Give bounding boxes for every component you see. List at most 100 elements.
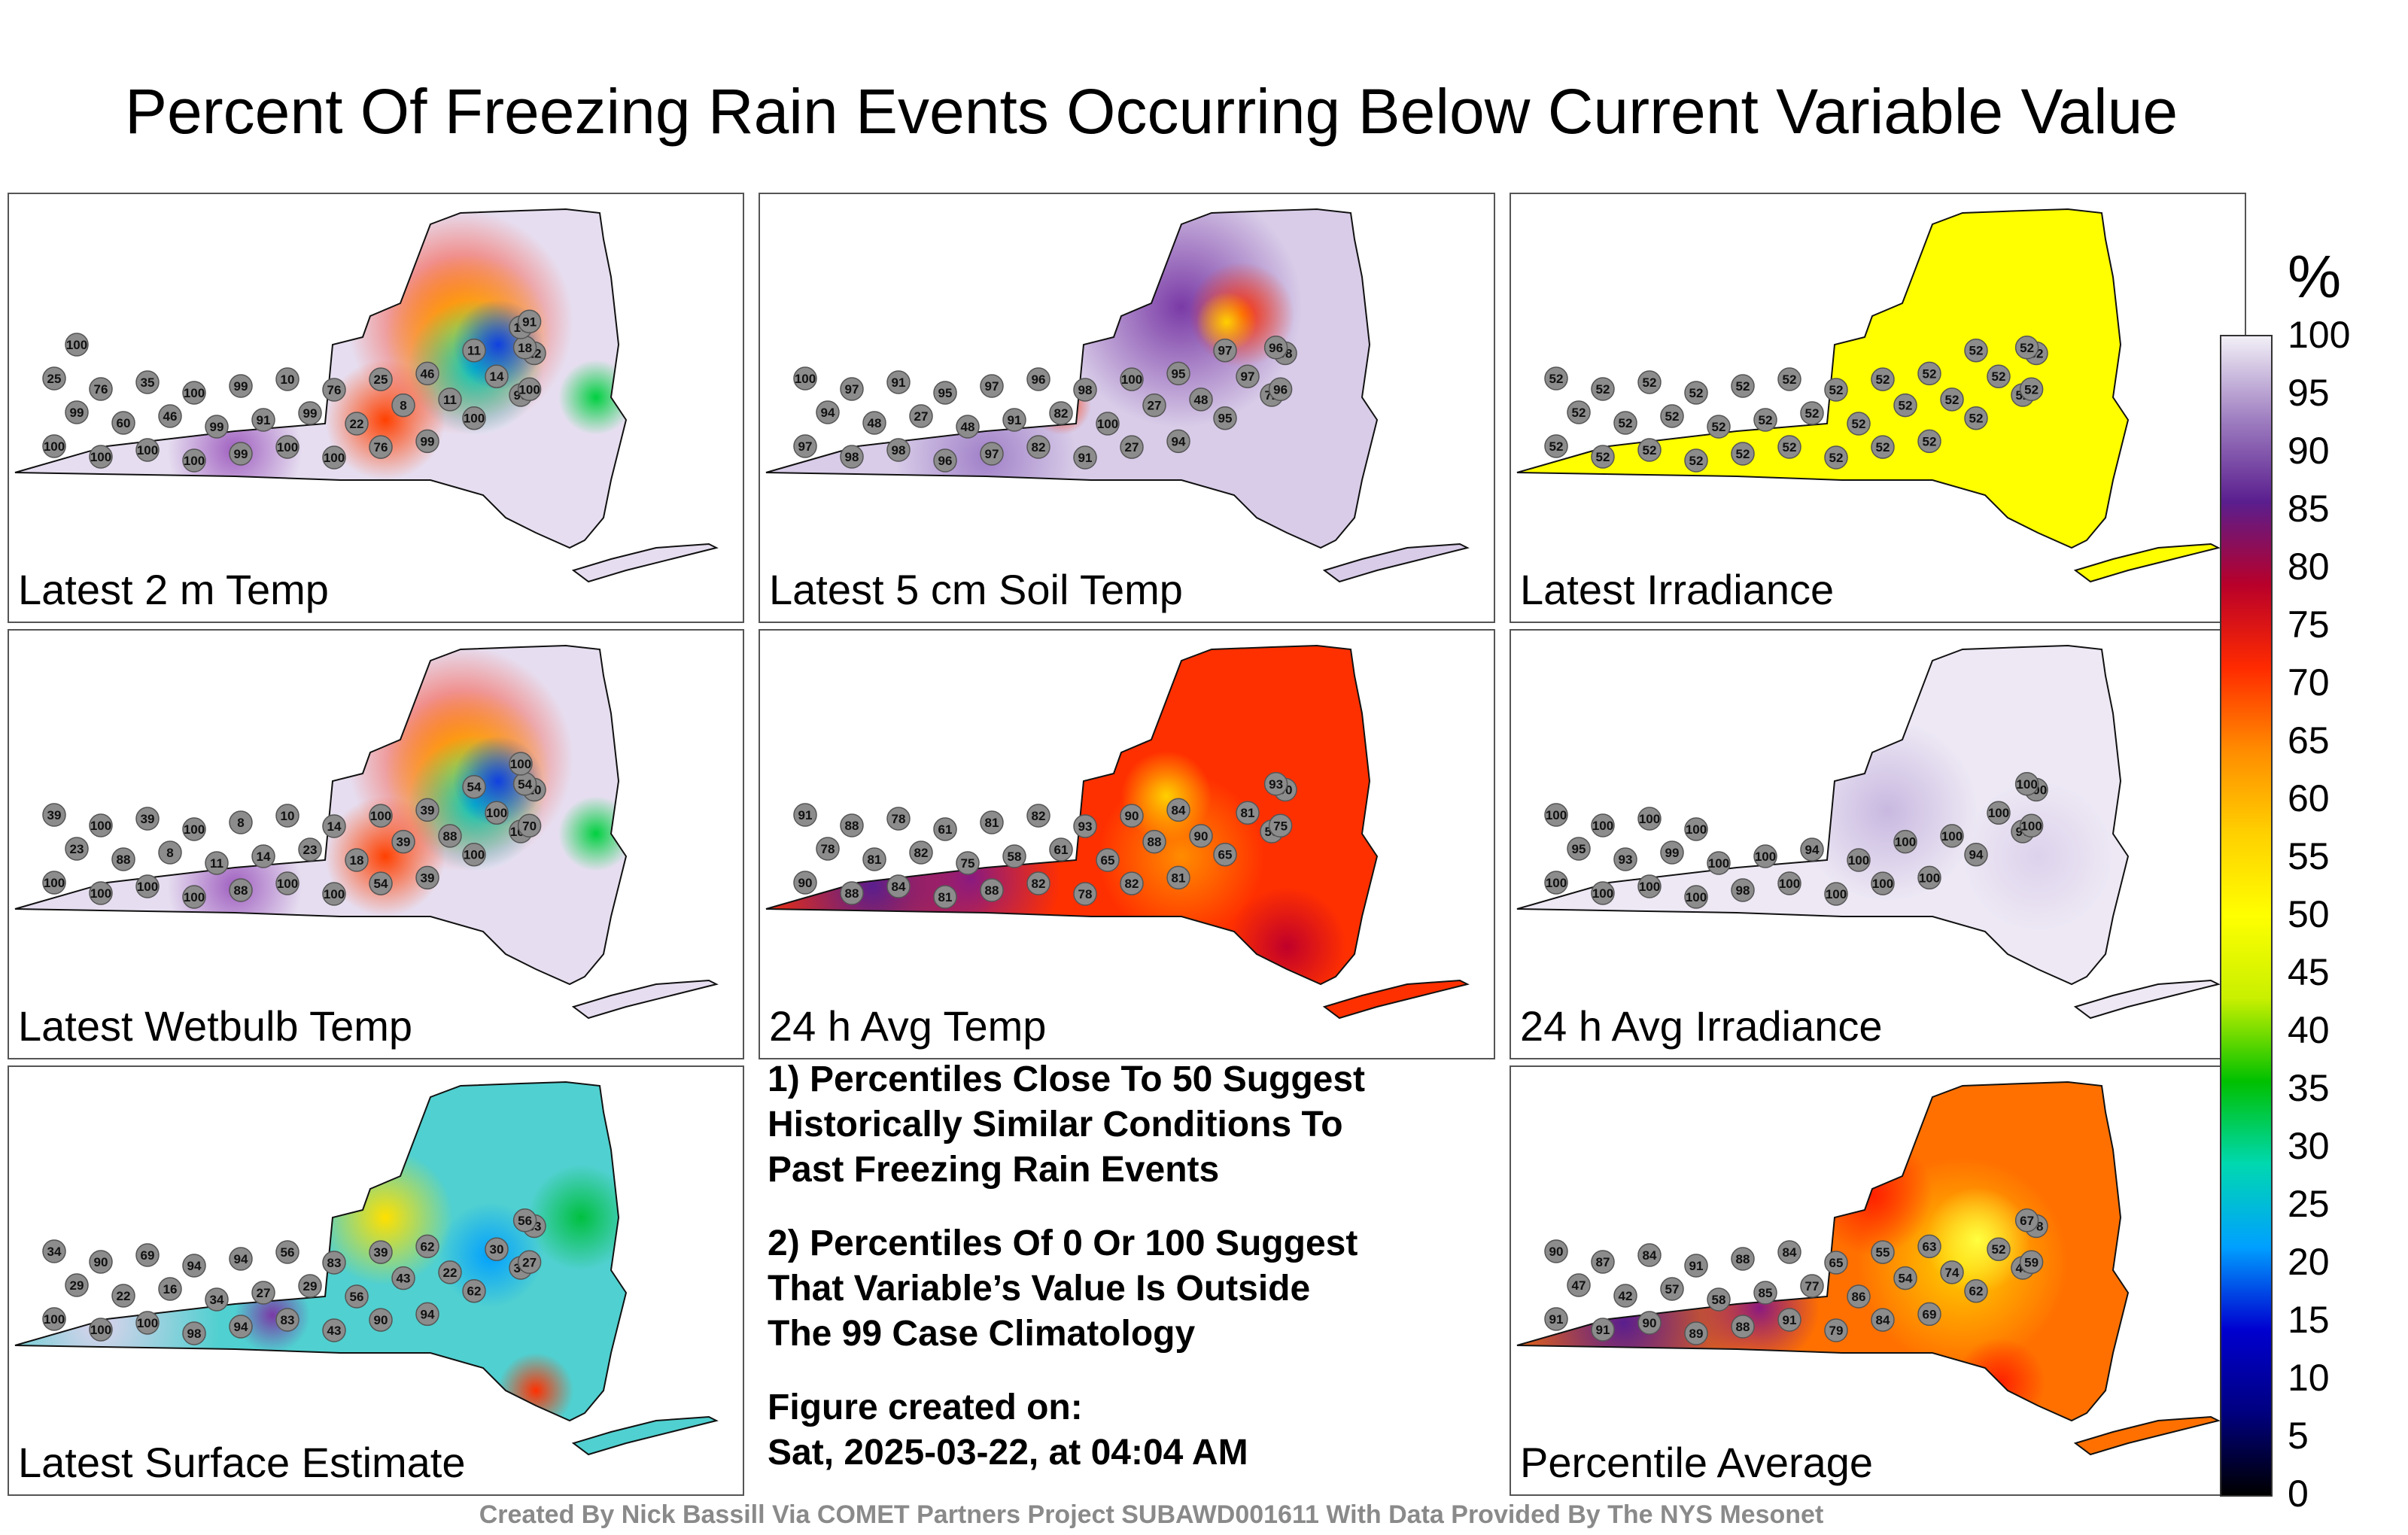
svg-text:97: 97 [985, 447, 999, 461]
state-outline [765, 644, 1379, 986]
station-marker: 94 [1166, 429, 1190, 454]
station-marker: 57 [1660, 1277, 1684, 1301]
station-marker: 94 [1800, 837, 1824, 862]
svg-text:91: 91 [1596, 1323, 1610, 1337]
colorbar-tick-label: 35 [2288, 1067, 2330, 1109]
station-marker: 48 [1189, 388, 1213, 412]
svg-text:14: 14 [490, 369, 504, 384]
svg-text:52: 52 [1549, 439, 1564, 454]
percentile-field [1517, 209, 2218, 582]
svg-text:100: 100 [2016, 777, 2037, 792]
svg-text:100: 100 [137, 880, 158, 894]
station-marker: 52 [1660, 404, 1684, 428]
svg-text:100: 100 [1121, 372, 1142, 387]
station-marker: 39 [369, 1240, 393, 1264]
svg-text:16: 16 [163, 1282, 178, 1296]
long-island-outline [2073, 979, 2221, 1020]
svg-text:23: 23 [70, 842, 84, 856]
svg-text:39: 39 [421, 803, 435, 817]
svg-text:97: 97 [985, 379, 999, 394]
svg-text:96: 96 [1032, 372, 1046, 387]
colorbar-tick-label: 70 [2288, 661, 2330, 704]
station-marker: 47 [1567, 1273, 1591, 1297]
note-line: The 99 Case Climatology [768, 1314, 1196, 1354]
station-marker: 77 [1800, 1274, 1824, 1298]
percentile-field [15, 1082, 716, 1454]
station-marker: 11 [462, 338, 486, 363]
station-marker: 79 [1824, 1318, 1848, 1342]
station-marker: 42 [1613, 1284, 1637, 1308]
station-marker: 82 [1026, 871, 1050, 895]
station-marker: 52 [1731, 374, 1755, 398]
station-marker: 100 [322, 445, 346, 470]
station-marker: 96 [933, 448, 957, 473]
svg-text:100: 100 [1872, 877, 1893, 891]
station-marker: 52 [1684, 448, 1708, 473]
note-line: 1) Percentiles Close To 50 Suggest [768, 1059, 1366, 1099]
svg-text:100: 100 [464, 412, 485, 426]
station-marker: 100 [1544, 871, 1568, 895]
station-marker: 10 [275, 804, 299, 828]
station-marker: 88 [840, 813, 864, 837]
colorbar-tick-label: 45 [2288, 951, 2330, 993]
svg-text:97: 97 [798, 439, 813, 454]
svg-text:100: 100 [324, 451, 345, 465]
svg-text:84: 84 [1876, 1313, 1890, 1327]
station-marker: 76 [322, 378, 346, 402]
svg-text:100: 100 [1546, 808, 1567, 822]
svg-text:18: 18 [518, 341, 532, 355]
percentile-field [1517, 646, 2218, 1018]
station-marker: 94 [229, 1247, 253, 1271]
station-marker: 100 [1096, 412, 1120, 436]
station-marker: 11 [438, 388, 462, 412]
station-marker: 100 [65, 333, 89, 357]
svg-text:88: 88 [117, 853, 131, 867]
station-marker: 83 [322, 1251, 346, 1275]
station-marker: 91 [517, 309, 542, 334]
svg-text:42: 42 [1619, 1289, 1633, 1303]
station-marker: 91 [1544, 1307, 1568, 1331]
svg-text:100: 100 [795, 372, 816, 386]
station-marker: 11 [205, 851, 229, 875]
state-outline [14, 1081, 628, 1422]
svg-text:52: 52 [1969, 412, 1984, 426]
station-marker: 23 [298, 837, 322, 862]
svg-text:52: 52 [1736, 447, 1750, 461]
svg-text:76: 76 [94, 382, 108, 397]
station-marker: 48 [956, 415, 980, 439]
svg-text:65: 65 [1218, 848, 1233, 862]
station-marker: 91 [1777, 1308, 1801, 1332]
state-outline [1516, 208, 2130, 549]
svg-text:91: 91 [257, 413, 271, 427]
svg-text:54: 54 [518, 777, 532, 792]
note-line: That Variable’s Value Is Outside [768, 1269, 1311, 1309]
svg-text:8: 8 [237, 816, 244, 830]
svg-text:52: 52 [1969, 344, 1984, 358]
svg-text:48: 48 [868, 416, 882, 430]
svg-text:22: 22 [443, 1266, 458, 1280]
station-marker: 90 [1120, 804, 1144, 828]
panel-latest-2m-temp: 100 100 100 100 99 100 100 76 99 100 99 100 99 60 46 99… [8, 193, 744, 623]
station-marker: 99 [65, 400, 89, 424]
svg-text:100: 100 [464, 848, 485, 862]
svg-text:25: 25 [47, 372, 62, 386]
station-marker: 62 [1964, 1278, 1988, 1303]
colorbar-tick-label: 60 [2288, 777, 2330, 819]
svg-text:27: 27 [522, 1255, 537, 1269]
svg-text:76: 76 [327, 383, 342, 397]
station-marker: 54 [1893, 1266, 1917, 1290]
station-marker: 100 [517, 377, 542, 402]
svg-text:58: 58 [1712, 1293, 1726, 1307]
svg-text:46: 46 [163, 409, 178, 424]
station-marker: 100 [1871, 871, 1895, 895]
long-island-outline [571, 543, 719, 583]
station-marker: 100 [275, 435, 299, 459]
svg-text:88: 88 [234, 883, 248, 898]
station-marker: 98 [182, 1321, 206, 1345]
svg-text:100: 100 [184, 822, 205, 837]
station-marker: 97 [840, 377, 864, 401]
svg-text:60: 60 [117, 416, 131, 430]
svg-text:14: 14 [327, 819, 342, 834]
station-marker: 91 [1684, 1254, 1708, 1278]
svg-text:52: 52 [1665, 409, 1680, 424]
